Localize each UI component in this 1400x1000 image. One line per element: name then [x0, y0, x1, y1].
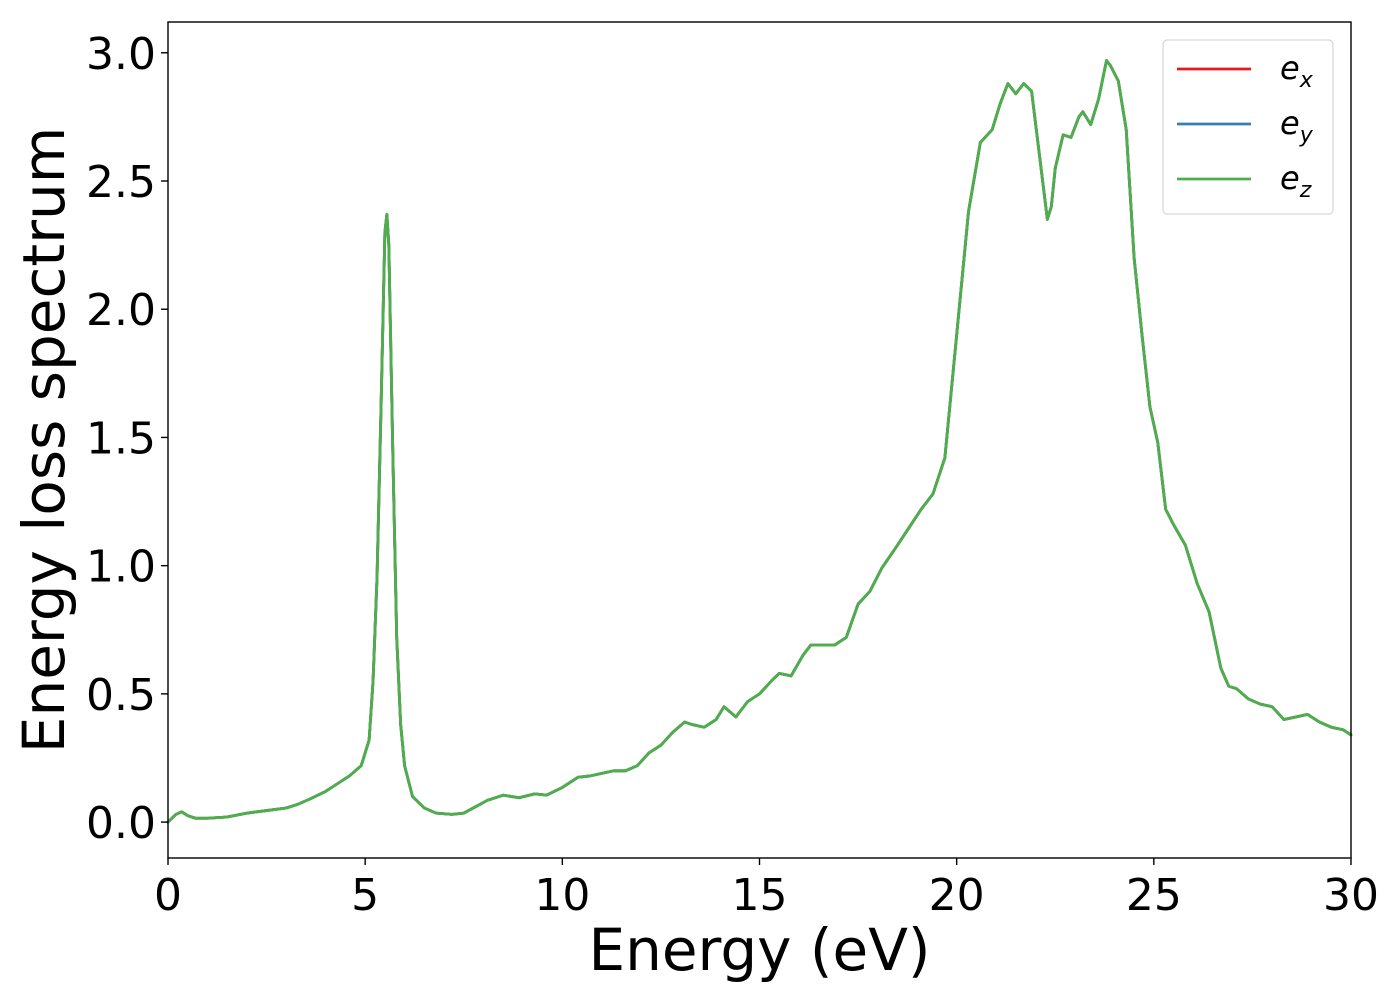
legend-label-e_z: ez: [1280, 159, 1312, 203]
y-axis-label: Energy loss spectrum: [10, 127, 78, 753]
y-axis-ticks: 0.0 0.5 1.0 1.5 2.0 2.5 3.0: [86, 29, 168, 849]
legend-label-e_x: ex: [1280, 49, 1314, 93]
y-tick-label: 1.0: [86, 542, 156, 593]
x-tick-label: 20: [929, 870, 985, 921]
y-tick-label: 2.0: [86, 285, 156, 336]
y-tick-label: 0.5: [86, 670, 156, 721]
y-tick-label: 0.0: [86, 798, 156, 849]
series-line-e_z: [166, 59, 1353, 824]
y-tick-label: 2.5: [86, 157, 156, 208]
series-layer: [166, 59, 1353, 824]
y-tick-label: 1.5: [86, 413, 156, 464]
x-tick-label: 25: [1126, 870, 1182, 921]
x-axis-ticks: 0 5 10 15 20 25 30: [154, 858, 1379, 921]
x-tick-label: 0: [154, 870, 182, 921]
legend-label-e_y: ey: [1280, 104, 1314, 148]
x-tick-label: 5: [351, 870, 379, 921]
legend: ex ey ez: [1162, 39, 1334, 215]
x-tick-label: 30: [1323, 870, 1379, 921]
legend-box: [1162, 39, 1334, 215]
x-tick-label: 10: [534, 870, 590, 921]
x-axis-label: Energy (eV): [588, 916, 930, 984]
y-tick-label: 3.0: [86, 29, 156, 80]
x-tick-label: 15: [732, 870, 788, 921]
